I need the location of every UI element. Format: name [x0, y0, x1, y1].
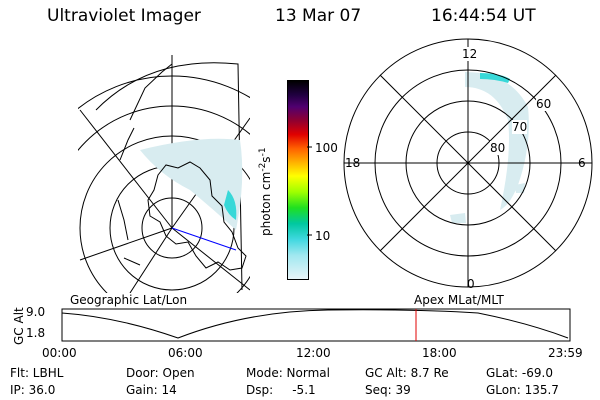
colorbar-tick-100: 100 [315, 141, 338, 155]
meridian [171, 117, 250, 229]
altitude-plot-frame [61, 308, 571, 342]
glat-info: GLat: -69.0 [486, 366, 553, 380]
polar-plot [343, 38, 593, 288]
meridian [129, 227, 173, 293]
altitude-ylabel: GC Alt [12, 307, 26, 345]
instrument-title: Ultraviolet Imager [47, 6, 201, 26]
lat-circle [109, 165, 235, 291]
altitude-ytick-1: 1.8 [26, 326, 46, 340]
mlt-label-6: 6 [578, 156, 586, 170]
gc-alt-info: GC Alt: 8.7 Re [365, 366, 449, 380]
mlat-label-60: 60 [536, 97, 552, 111]
mlt-label-18: 18 [345, 156, 361, 170]
unit-exp2: -1 [258, 147, 268, 157]
colorbar-unit-label: photon cm-2s-1 [258, 147, 273, 236]
filter-info: Flt: LBHL [10, 366, 64, 380]
unit-main: photon cm [259, 171, 273, 236]
aurora-polar-bright [480, 73, 510, 83]
mlat-label-70: 70 [512, 120, 528, 134]
altitude-ytick-9: 9.0 [26, 305, 46, 319]
unit-mid: s [259, 156, 273, 163]
altitude-plot [61, 308, 571, 342]
meridian [171, 227, 250, 291]
altitude-xtick-1800: 18:00 [422, 346, 457, 360]
altitude-xtick-1200: 12:00 [296, 346, 331, 360]
aurora-polar [465, 72, 529, 210]
colorbar-ticks [307, 146, 312, 236]
altitude-xtick-0000: 00:00 [42, 346, 77, 360]
mlt-label-12: 12 [462, 47, 478, 61]
projection-line [171, 227, 237, 251]
door-info: Door: Open [126, 366, 195, 380]
dsp-info: Dsp: -5.1 [246, 383, 316, 397]
meridian [79, 109, 173, 229]
lat-circle [141, 197, 203, 259]
time-label: 16:44:54 UT [431, 6, 536, 26]
aurora-geo [140, 138, 243, 230]
altitude-xtick-0600: 06:00 [168, 346, 203, 360]
colorbar-tick-10: 10 [315, 229, 331, 243]
aurora-polar-spots [450, 183, 525, 223]
mode-info: Mode: Normal [246, 366, 330, 380]
seq-info: Seq: 39 [365, 383, 411, 397]
altitude-curve [61, 309, 569, 339]
coastline-fragments [117, 63, 173, 266]
colorbar [287, 80, 309, 280]
geographic-caption: Geographic Lat/Lon [70, 293, 188, 307]
continent-outline [147, 161, 247, 271]
apex-caption: Apex MLat/MLT [414, 293, 504, 307]
unit-exp1: -2 [258, 162, 268, 172]
earth-limb [95, 62, 243, 291]
mlt-diagonal [379, 74, 557, 252]
date-label: 13 Mar 07 [275, 6, 362, 26]
gain-info: Gain: 14 [126, 383, 177, 397]
altitude-xtick-2359: 23:59 [548, 346, 583, 360]
meridian [79, 227, 173, 261]
glon-info: GLon: 135.7 [486, 383, 559, 397]
ip-info: IP: 36.0 [10, 383, 56, 397]
mlat-label-80: 80 [490, 141, 506, 155]
mlt-label-0: 0 [467, 277, 475, 291]
